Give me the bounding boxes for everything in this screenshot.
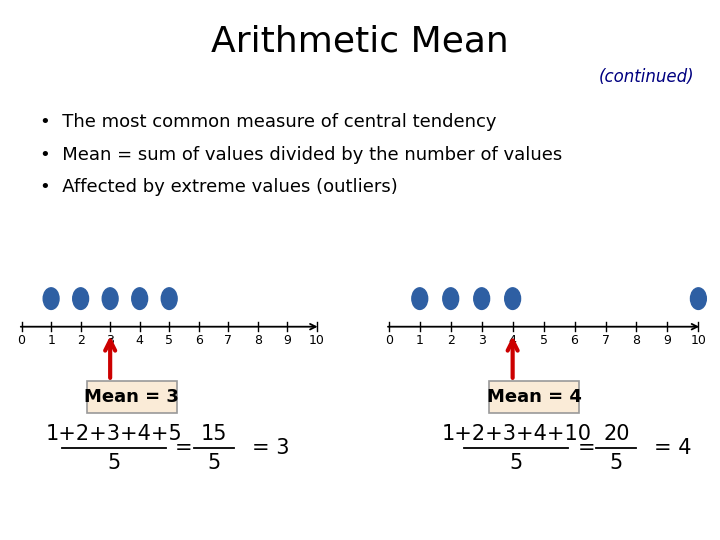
Text: Mean = 3: Mean = 3	[84, 388, 179, 406]
Text: 7: 7	[601, 334, 610, 347]
Text: 5: 5	[207, 453, 220, 472]
Text: 3: 3	[107, 334, 114, 347]
Text: 1+2+3+4+5: 1+2+3+4+5	[45, 424, 182, 444]
FancyBboxPatch shape	[86, 381, 177, 413]
Text: •  The most common measure of central tendency: • The most common measure of central ten…	[40, 113, 496, 131]
Ellipse shape	[690, 288, 706, 309]
Text: 1+2+3+4+10: 1+2+3+4+10	[441, 424, 591, 444]
Text: 9: 9	[664, 334, 671, 347]
FancyBboxPatch shape	[490, 381, 579, 413]
Text: 1: 1	[48, 334, 55, 347]
Text: =: =	[577, 438, 595, 458]
Text: 2: 2	[447, 334, 454, 347]
Ellipse shape	[412, 288, 428, 309]
Text: 5: 5	[165, 334, 174, 347]
Ellipse shape	[443, 288, 459, 309]
Text: 1: 1	[416, 334, 423, 347]
Ellipse shape	[132, 288, 148, 309]
Ellipse shape	[505, 288, 521, 309]
Text: 4: 4	[136, 334, 143, 347]
Ellipse shape	[73, 288, 89, 309]
Text: 4: 4	[509, 334, 516, 347]
Text: 3: 3	[478, 334, 485, 347]
Text: 5: 5	[610, 453, 623, 472]
Ellipse shape	[161, 288, 177, 309]
Text: 5: 5	[539, 334, 548, 347]
Text: 5: 5	[510, 453, 523, 472]
Text: (continued): (continued)	[599, 68, 695, 85]
Text: 7: 7	[224, 334, 233, 347]
Text: =: =	[175, 438, 192, 458]
Text: 5: 5	[107, 453, 120, 472]
Text: 9: 9	[284, 334, 291, 347]
Ellipse shape	[43, 288, 59, 309]
Text: Arithmetic Mean: Arithmetic Mean	[211, 24, 509, 58]
Text: 10: 10	[690, 334, 706, 347]
Text: 2: 2	[77, 334, 84, 347]
Text: = 4: = 4	[654, 438, 692, 458]
Ellipse shape	[102, 288, 118, 309]
Text: •  Affected by extreme values (outliers): • Affected by extreme values (outliers)	[40, 178, 397, 196]
Text: 0: 0	[17, 334, 26, 347]
Text: 10: 10	[309, 334, 325, 347]
Text: Mean = 4: Mean = 4	[487, 388, 582, 406]
Text: 15: 15	[201, 424, 227, 444]
Text: 20: 20	[603, 424, 629, 444]
Text: 6: 6	[195, 334, 202, 347]
Text: •  Mean = sum of values divided by the number of values: • Mean = sum of values divided by the nu…	[40, 146, 562, 164]
Text: = 3: = 3	[252, 438, 289, 458]
Text: 0: 0	[384, 334, 393, 347]
Ellipse shape	[474, 288, 490, 309]
Text: 6: 6	[571, 334, 578, 347]
Text: 8: 8	[253, 334, 262, 347]
Text: 8: 8	[632, 334, 641, 347]
